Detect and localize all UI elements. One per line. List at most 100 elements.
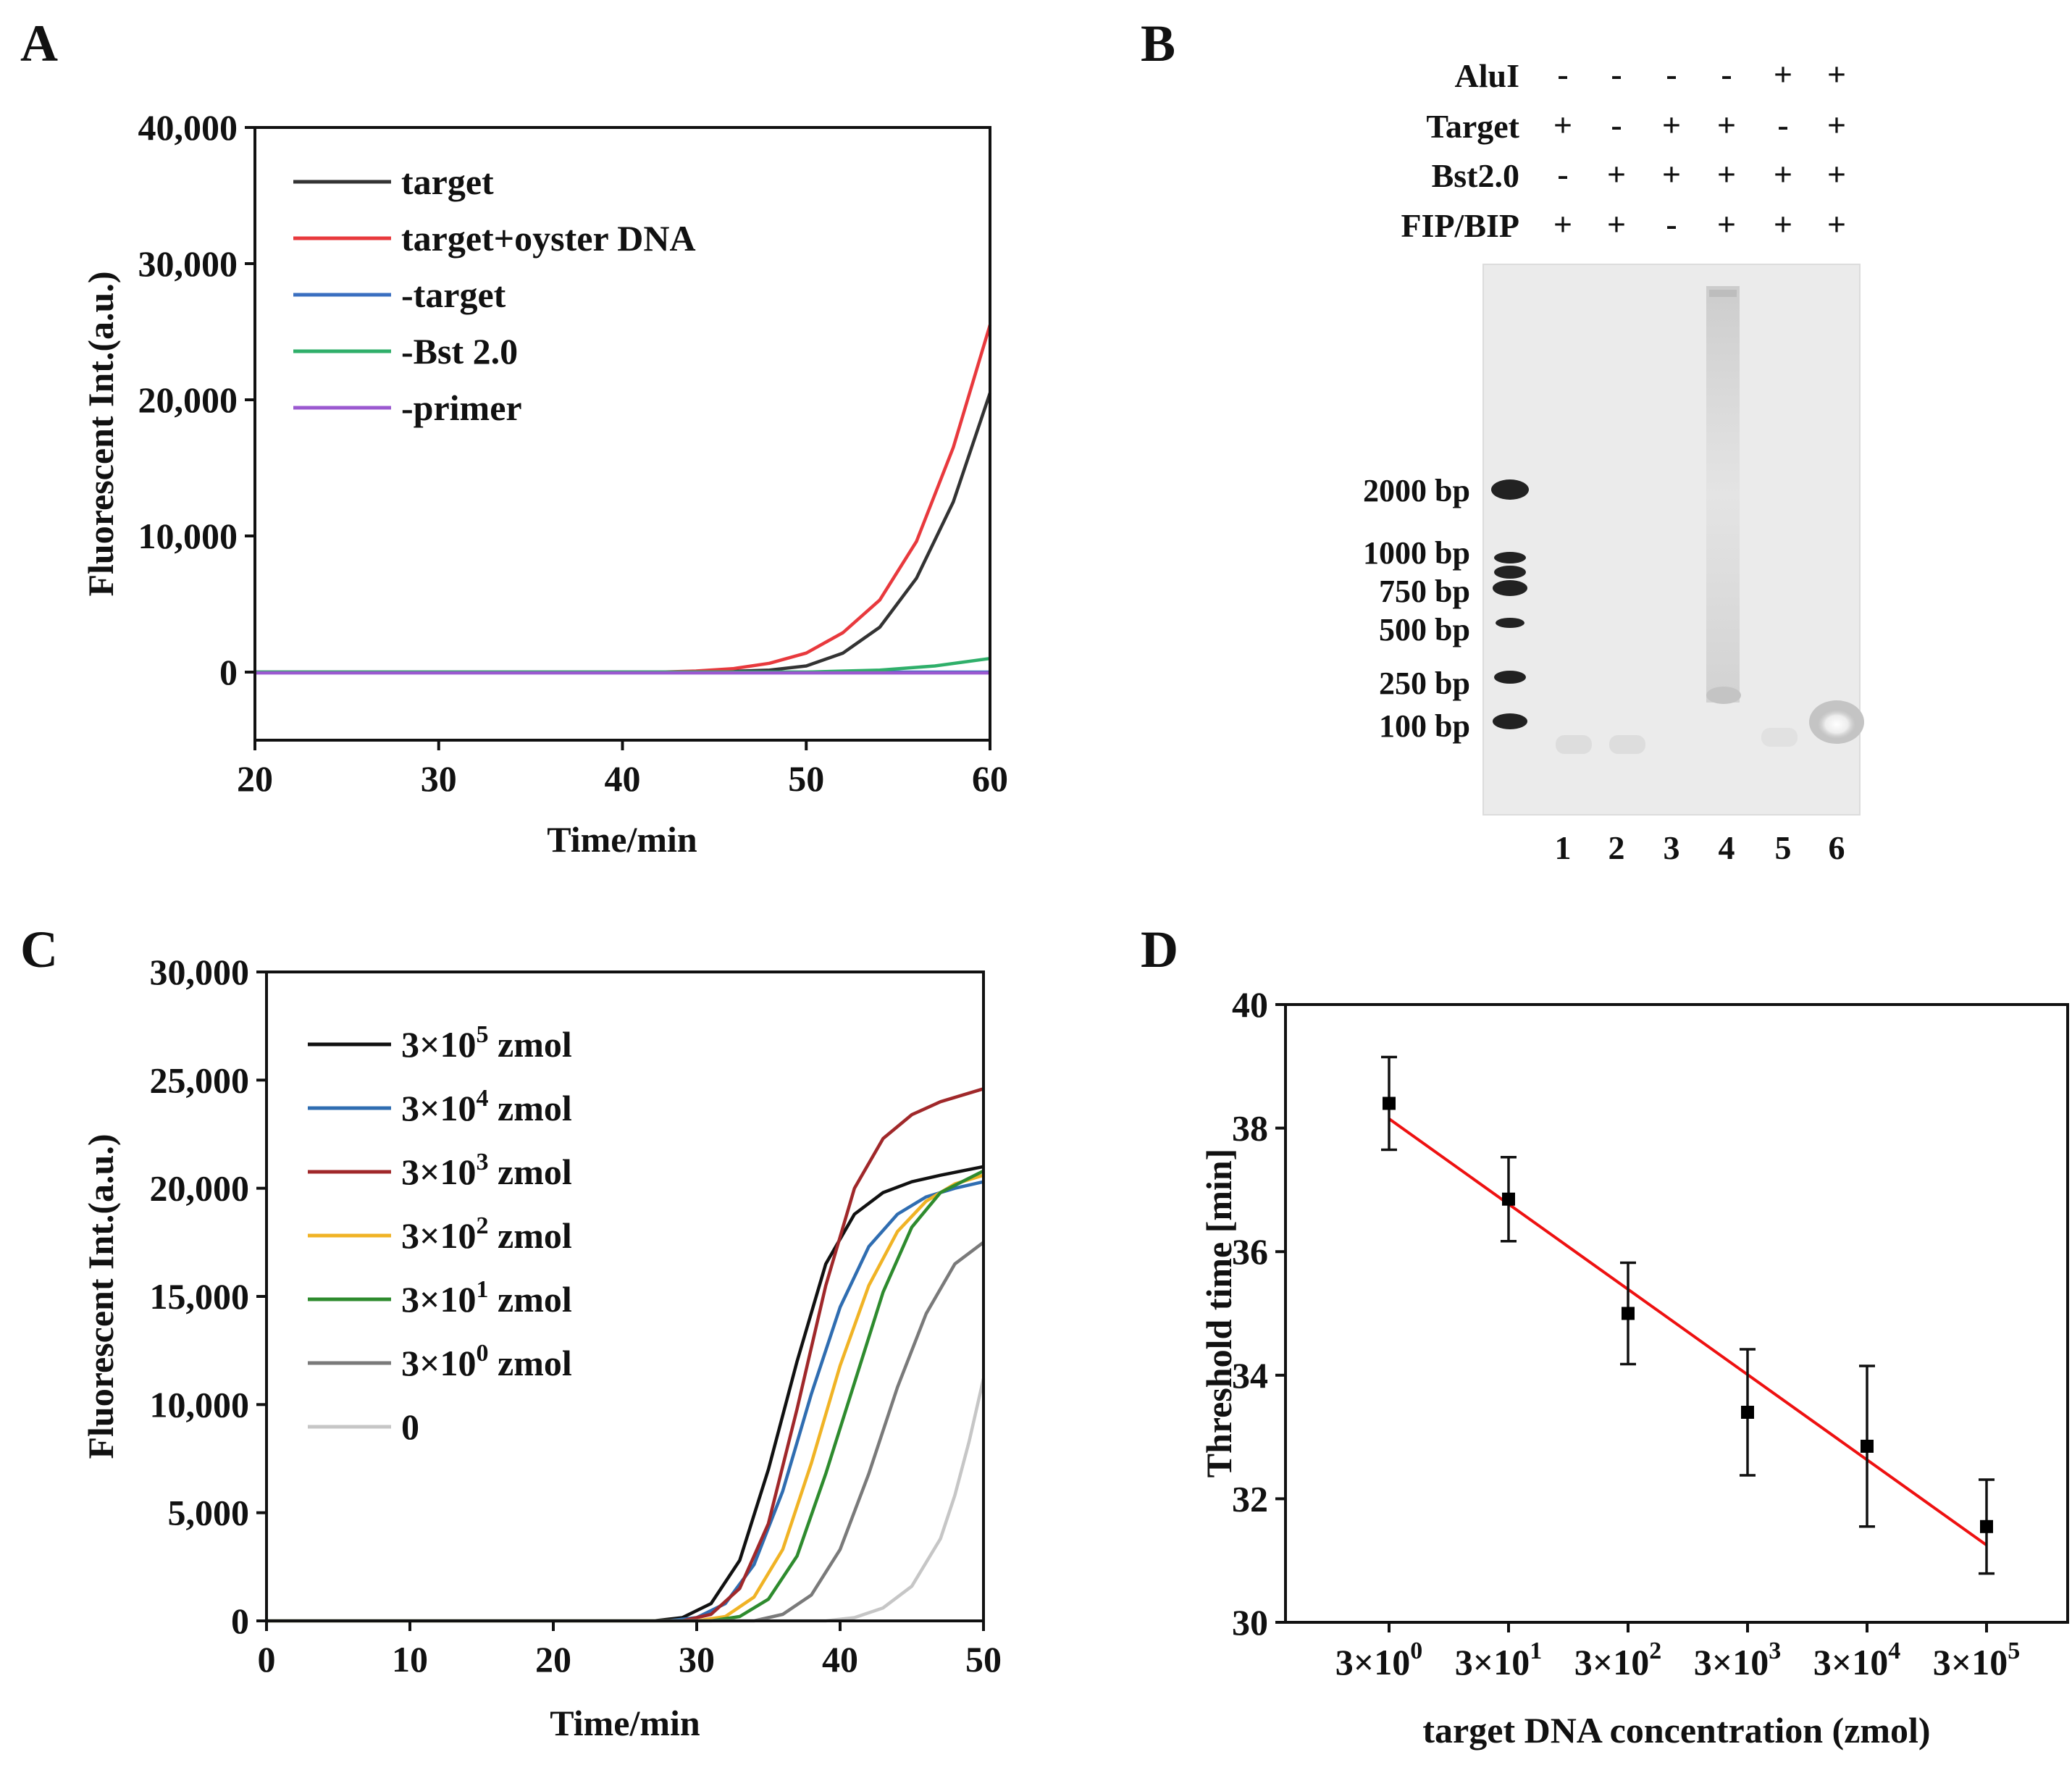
- panel-label-d: D: [1141, 921, 1178, 978]
- panel-label-a: A: [20, 14, 58, 72]
- fit-line: [1388, 1118, 1988, 1547]
- chart-c-x-ticks: 0 10 20 30 40 50: [258, 1621, 1002, 1680]
- gel-sign: +: [1607, 156, 1626, 193]
- x-tick-label: 40: [822, 1639, 858, 1680]
- series-line-7: [267, 1378, 986, 1623]
- y-tick-label: 30,000: [150, 952, 250, 992]
- panel-label-c: C: [20, 921, 58, 978]
- gel-sign: +: [1827, 156, 1846, 193]
- gel-sign: +: [1717, 106, 1736, 143]
- gel-sign: +: [1553, 206, 1572, 243]
- y-tick-label: 32: [1232, 1478, 1268, 1519]
- chart-c-x-label: Time/min: [550, 1703, 700, 1743]
- legend-label-5: -primer: [401, 387, 522, 428]
- chart-a-legend: target target+oyster DNA -target -Bst 2.0 -p…: [293, 162, 696, 428]
- chart-a: 20 30 40 50 60 0 10,000 20,000 30,000 40,000 Tim…: [80, 107, 1008, 860]
- series-line-2: [267, 1180, 984, 1623]
- x-tick-label: 30: [421, 758, 457, 799]
- data-point: [1622, 1307, 1635, 1320]
- x-tick-label: 0: [258, 1639, 276, 1680]
- legend-label-2: 3×104 zmol: [401, 1085, 572, 1128]
- chart-d-y-label: Threshold time [min]: [1199, 1149, 1239, 1478]
- y-tick-label: 0: [219, 652, 238, 692]
- legend-label-2: target+oyster DNA: [401, 218, 696, 259]
- series-line-6: [267, 1241, 985, 1623]
- y-tick-label: 38: [1232, 1108, 1268, 1149]
- chart-c-y-label: Fluorescent Int.(a.u.): [80, 1133, 121, 1459]
- gel-row-label: Bst2.0: [1432, 157, 1519, 194]
- x-tick-label: 50: [788, 758, 824, 799]
- x-tick-label: 30: [679, 1639, 715, 1680]
- gel-lane-label: 5: [1775, 829, 1792, 866]
- x-tick-label: 50: [965, 1639, 1002, 1680]
- y-tick-label: 25,000: [150, 1060, 250, 1100]
- data-point: [1502, 1192, 1515, 1206]
- gel-condition-table: AluI - - - - + + Target + - + + - + Bst2.0 - + + + + + FIP/BI…: [1401, 56, 1846, 244]
- gel-row-label: Target: [1426, 108, 1519, 145]
- gel-sign: +: [1774, 156, 1792, 193]
- gel-ladder-label: 750 bp: [1379, 574, 1470, 609]
- x-tick-label: 3×101: [1455, 1638, 1543, 1682]
- gel-lane-signals: [1556, 286, 1864, 754]
- gel-lane-label: 6: [1829, 829, 1845, 866]
- legend-label-5: 3×101 zmol: [401, 1276, 572, 1320]
- chart-a-series: [255, 324, 992, 675]
- series-line-5: [267, 1169, 985, 1623]
- data-point: [1741, 1405, 1754, 1419]
- chart-d-y-ticks: 30 32 34 36 38 40: [1232, 984, 1285, 1643]
- y-tick-label: 30: [1232, 1602, 1268, 1643]
- gel-sign: +: [1607, 206, 1626, 243]
- gel-sign: +: [1662, 106, 1681, 143]
- gel-ladder-label: 100 bp: [1379, 708, 1470, 744]
- y-tick-label: 36: [1232, 1231, 1268, 1272]
- gel-sign: +: [1827, 106, 1846, 143]
- gel-sign: -: [1611, 106, 1622, 143]
- y-tick-label: 20,000: [150, 1168, 250, 1209]
- x-tick-label: 10: [392, 1639, 428, 1680]
- y-tick-label: 34: [1232, 1355, 1268, 1396]
- y-tick-label: 15,000: [150, 1276, 250, 1317]
- gel-sign: -: [1611, 56, 1622, 93]
- chart-c-legend: 3×105 zmol 3×104 zmol 3×103 zmol 3×102 zmol…: [308, 1021, 572, 1447]
- series-line-2: [255, 324, 992, 674]
- gel-sign: +: [1717, 206, 1736, 243]
- x-tick-label: 20: [237, 758, 273, 799]
- gel-lane-label: 1: [1555, 829, 1572, 866]
- legend-label-4: 3×102 zmol: [401, 1212, 572, 1256]
- gel-sign: -: [1721, 56, 1732, 93]
- chart-c-frame: [265, 970, 985, 1622]
- x-tick-label: 3×100: [1335, 1638, 1423, 1682]
- series-line-4: [255, 656, 991, 674]
- legend-label-1: target: [401, 162, 494, 202]
- legend-label-3: -target: [401, 274, 506, 315]
- gel-lane-label: 3: [1664, 829, 1680, 866]
- y-tick-label: 40,000: [138, 107, 238, 148]
- chart-c-series: [267, 1087, 986, 1623]
- y-tick-label: 5,000: [168, 1493, 250, 1533]
- gel-sign: -: [1557, 156, 1568, 193]
- series-line-4: [267, 1173, 984, 1623]
- gel-sign: -: [1557, 56, 1568, 93]
- gel-sign: -: [1777, 106, 1788, 143]
- legend-label-1: 3×105 zmol: [401, 1021, 572, 1065]
- gel-sign: +: [1717, 156, 1736, 193]
- data-point: [1383, 1097, 1396, 1110]
- legend-label-6: 3×100 zmol: [401, 1340, 572, 1383]
- gel-row-label: AluI: [1455, 57, 1519, 94]
- gel-ladder-label: 1000 bp: [1363, 535, 1470, 571]
- gel-image: [1483, 264, 1860, 815]
- x-tick-label: 3×103: [1694, 1638, 1782, 1682]
- chart-d-x-ticks: 3×100 3×101 3×102 3×103 3×104 3×105: [1335, 1622, 2020, 1682]
- gel-ladder-bands: [1491, 479, 1529, 729]
- y-tick-label: 20,000: [138, 380, 238, 420]
- gel-sign: +: [1774, 56, 1792, 93]
- gel-sign: -: [1666, 56, 1677, 93]
- gel-image-border: [1482, 264, 1861, 816]
- chart-a-x-label: Time/min: [547, 819, 697, 860]
- legend-label-7: 0: [401, 1406, 419, 1447]
- chart-c-y-ticks: 0 5,000 10,000 15,000 20,000 25,000 30,000: [150, 952, 267, 1641]
- gel-sign: +: [1827, 56, 1846, 93]
- gel-sign: +: [1827, 206, 1846, 243]
- x-tick-label: 40: [605, 758, 641, 799]
